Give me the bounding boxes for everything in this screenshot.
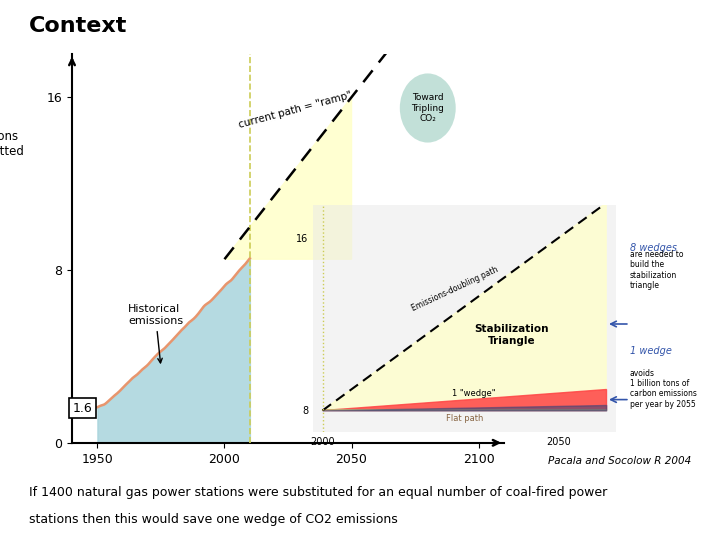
Polygon shape bbox=[323, 389, 606, 410]
Polygon shape bbox=[323, 203, 606, 410]
Polygon shape bbox=[225, 97, 351, 259]
Text: Historical
emissions: Historical emissions bbox=[128, 305, 183, 363]
Ellipse shape bbox=[400, 73, 456, 143]
Text: are needed to
build the
stabilization
triangle: are needed to build the stabilization tr… bbox=[630, 250, 683, 290]
Text: 1.6: 1.6 bbox=[72, 402, 92, 415]
Text: Billions of Tons
Carbon Emitted
per Year: Billions of Tons Carbon Emitted per Year bbox=[0, 130, 23, 173]
Text: Flat path: Flat path bbox=[446, 414, 483, 423]
Text: Emissions-doubling path: Emissions-doubling path bbox=[410, 265, 500, 313]
Text: stations then this would save one wedge of CO2 emissions: stations then this would save one wedge … bbox=[29, 513, 397, 526]
Text: avoids
1 billion tons of
carbon emissions
per year by 2055: avoids 1 billion tons of carbon emission… bbox=[630, 369, 697, 409]
Text: If 1400 natural gas power stations were substituted for an equal number of coal-: If 1400 natural gas power stations were … bbox=[29, 486, 607, 499]
Text: current path = "ramp": current path = "ramp" bbox=[238, 90, 354, 130]
Text: 1 "wedge": 1 "wedge" bbox=[452, 389, 495, 399]
Text: 8 wedges: 8 wedges bbox=[630, 244, 677, 253]
Text: 1 wedge: 1 wedge bbox=[630, 346, 672, 356]
Text: Pacala and Socolow R 2004: Pacala and Socolow R 2004 bbox=[548, 456, 691, 467]
Text: Context: Context bbox=[29, 16, 127, 36]
Text: Toward
Tripling
CO₂: Toward Tripling CO₂ bbox=[411, 93, 444, 123]
Text: Stabilization
Triangle: Stabilization Triangle bbox=[474, 324, 549, 346]
